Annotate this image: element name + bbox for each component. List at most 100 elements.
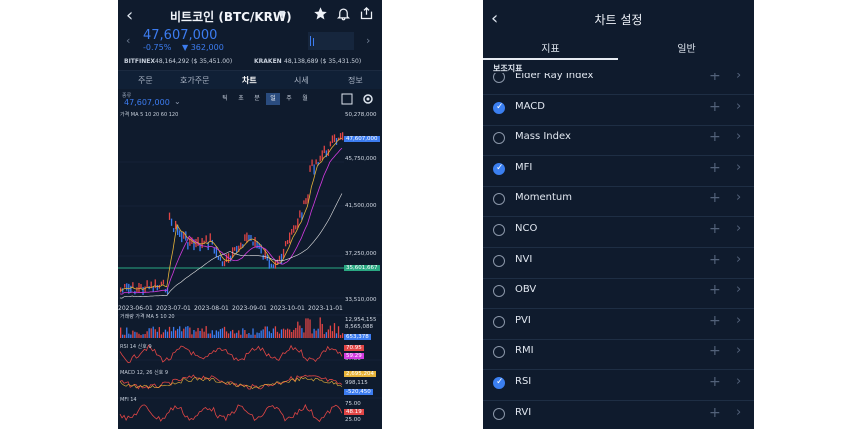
plus-icon[interactable]: + xyxy=(709,98,721,115)
volume-bar xyxy=(174,330,177,338)
bell-icon[interactable] xyxy=(336,6,351,21)
tf-second[interactable]: 초 xyxy=(238,95,244,102)
x-label: 2023-09-01 xyxy=(232,305,267,312)
tf-month[interactable]: 월 xyxy=(302,95,308,102)
back-icon[interactable]: ‹ xyxy=(126,5,134,26)
plus-icon[interactable]: + xyxy=(709,159,721,176)
mfi-label: 75.00 xyxy=(345,401,361,407)
chevron-right-icon[interactable]: › xyxy=(736,404,742,420)
y-label: 37,250,000 xyxy=(345,251,377,257)
tab-quote[interactable]: 시세 xyxy=(294,76,309,85)
next-icon[interactable]: › xyxy=(366,34,371,47)
chevron-right-icon[interactable]: › xyxy=(736,129,742,145)
selector-price[interactable]: 47,607,000 xyxy=(124,98,170,107)
coin-title[interactable]: 비트코인 (BTC/KRW) xyxy=(170,10,292,24)
candle xyxy=(333,134,336,143)
volume-bar xyxy=(278,333,281,338)
settings-title: 차트 설정 xyxy=(594,13,643,27)
indicator-row[interactable]: RSI + › xyxy=(483,369,754,401)
chevron-right-icon[interactable]: › xyxy=(736,282,742,298)
tf-week[interactable]: 주 xyxy=(286,95,292,102)
tab-orderbook[interactable]: 호가주문 xyxy=(180,76,210,85)
tab-indicators[interactable]: 지표 xyxy=(541,44,560,55)
plus-icon[interactable]: + xyxy=(709,312,721,329)
chevron-right-icon[interactable]: › xyxy=(736,68,742,83)
volume-label: 8,565,088 xyxy=(345,324,373,330)
dropdown-icon[interactable]: ⌄ xyxy=(174,97,181,106)
indicator-row[interactable]: NCO + › xyxy=(483,216,754,248)
checkbox-unchecked[interactable] xyxy=(493,285,505,298)
volume-bar xyxy=(331,331,334,338)
candle xyxy=(197,237,199,247)
indicator-row[interactable]: PVI + › xyxy=(483,308,754,340)
indicator-row[interactable]: Mass Index + › xyxy=(483,124,754,157)
indicator-line xyxy=(119,344,343,364)
tf-day[interactable]: 일 xyxy=(266,93,280,105)
checkbox-unchecked[interactable] xyxy=(493,407,505,420)
chevron-right-icon[interactable]: › xyxy=(736,251,742,267)
chevron-right-icon[interactable]: › xyxy=(736,343,742,359)
plus-icon[interactable]: + xyxy=(709,190,721,207)
chevron-right-icon[interactable]: › xyxy=(736,221,742,236)
indicator-row[interactable]: RMI + › xyxy=(483,338,754,371)
square-icon[interactable] xyxy=(340,92,354,106)
checkbox-unchecked[interactable] xyxy=(493,193,505,206)
tab-order[interactable]: 주문 xyxy=(138,76,153,85)
plus-icon[interactable]: + xyxy=(709,68,721,84)
indicator-row[interactable]: RVI + › xyxy=(483,400,754,429)
share-icon[interactable] xyxy=(359,6,374,21)
section-title: 보조지표 xyxy=(493,64,523,73)
checkbox-unchecked[interactable] xyxy=(493,132,505,145)
tab-info[interactable]: 정보 xyxy=(348,76,363,85)
tab-general[interactable]: 일반 xyxy=(677,44,696,55)
candle xyxy=(270,263,272,268)
candle xyxy=(213,248,215,254)
chevron-right-icon[interactable]: › xyxy=(736,190,742,206)
checkbox-checked[interactable] xyxy=(493,377,505,389)
volume-bar xyxy=(291,331,293,338)
mfi-label: 25.00 xyxy=(345,417,361,423)
indicator-name: OBV xyxy=(515,284,537,296)
plus-icon[interactable]: + xyxy=(709,404,721,421)
checkbox-unchecked[interactable] xyxy=(493,254,505,267)
candle xyxy=(183,231,185,239)
volume-bar xyxy=(172,326,175,338)
checkbox-unchecked[interactable] xyxy=(493,346,505,359)
plus-icon[interactable]: + xyxy=(709,221,721,237)
indicator-row[interactable]: NVI + › xyxy=(483,247,754,279)
tf-tick[interactable]: 틱 xyxy=(222,95,228,102)
chart-area[interactable]: 가격 MA 5 10 20 60 120 50,278,000 47,607,0… xyxy=(118,110,382,429)
plus-icon[interactable]: + xyxy=(709,343,721,360)
change-amount: ▼ 362,000 xyxy=(182,43,224,52)
checkbox-checked[interactable] xyxy=(493,162,505,175)
chevron-right-icon[interactable]: › xyxy=(736,159,742,175)
plus-icon[interactable]: + xyxy=(709,374,721,390)
plus-icon[interactable]: + xyxy=(709,129,721,146)
volume-bar xyxy=(321,323,323,338)
indicator-row[interactable]: MFI + › xyxy=(483,155,754,187)
plus-icon[interactable]: + xyxy=(709,251,721,268)
indicator-row[interactable]: Momentum + › xyxy=(483,185,754,218)
candle xyxy=(162,279,165,285)
tf-minute[interactable]: 분 xyxy=(254,95,260,102)
chevron-right-icon[interactable]: › xyxy=(736,98,742,114)
indicator-row[interactable]: OBV + › xyxy=(483,277,754,310)
chart-screen: ‹ 비트코인 (BTC/KRW) ▼ ‹ 47,607,000 -0.75% ▼… xyxy=(118,0,382,429)
chevron-right-icon[interactable]: › xyxy=(736,312,742,328)
chevron-right-icon[interactable]: › xyxy=(736,374,742,389)
prev-icon[interactable]: ‹ xyxy=(126,34,131,47)
back-icon[interactable]: ‹ xyxy=(491,8,499,29)
checkbox-unchecked[interactable] xyxy=(493,315,505,328)
plus-icon[interactable]: + xyxy=(709,282,721,299)
volume-bar xyxy=(134,331,136,338)
star-icon[interactable] xyxy=(313,6,328,21)
tab-chart[interactable]: 차트 xyxy=(242,76,257,85)
chevron-down-icon[interactable]: ▼ xyxy=(279,9,286,18)
volume-bar xyxy=(323,334,325,338)
checkbox-checked[interactable] xyxy=(493,101,505,114)
volume-bar xyxy=(250,334,252,338)
checkbox-unchecked[interactable] xyxy=(493,224,505,236)
indicator-row[interactable]: MACD + › xyxy=(483,94,754,126)
candle xyxy=(339,133,342,140)
gear-icon[interactable] xyxy=(361,92,375,106)
